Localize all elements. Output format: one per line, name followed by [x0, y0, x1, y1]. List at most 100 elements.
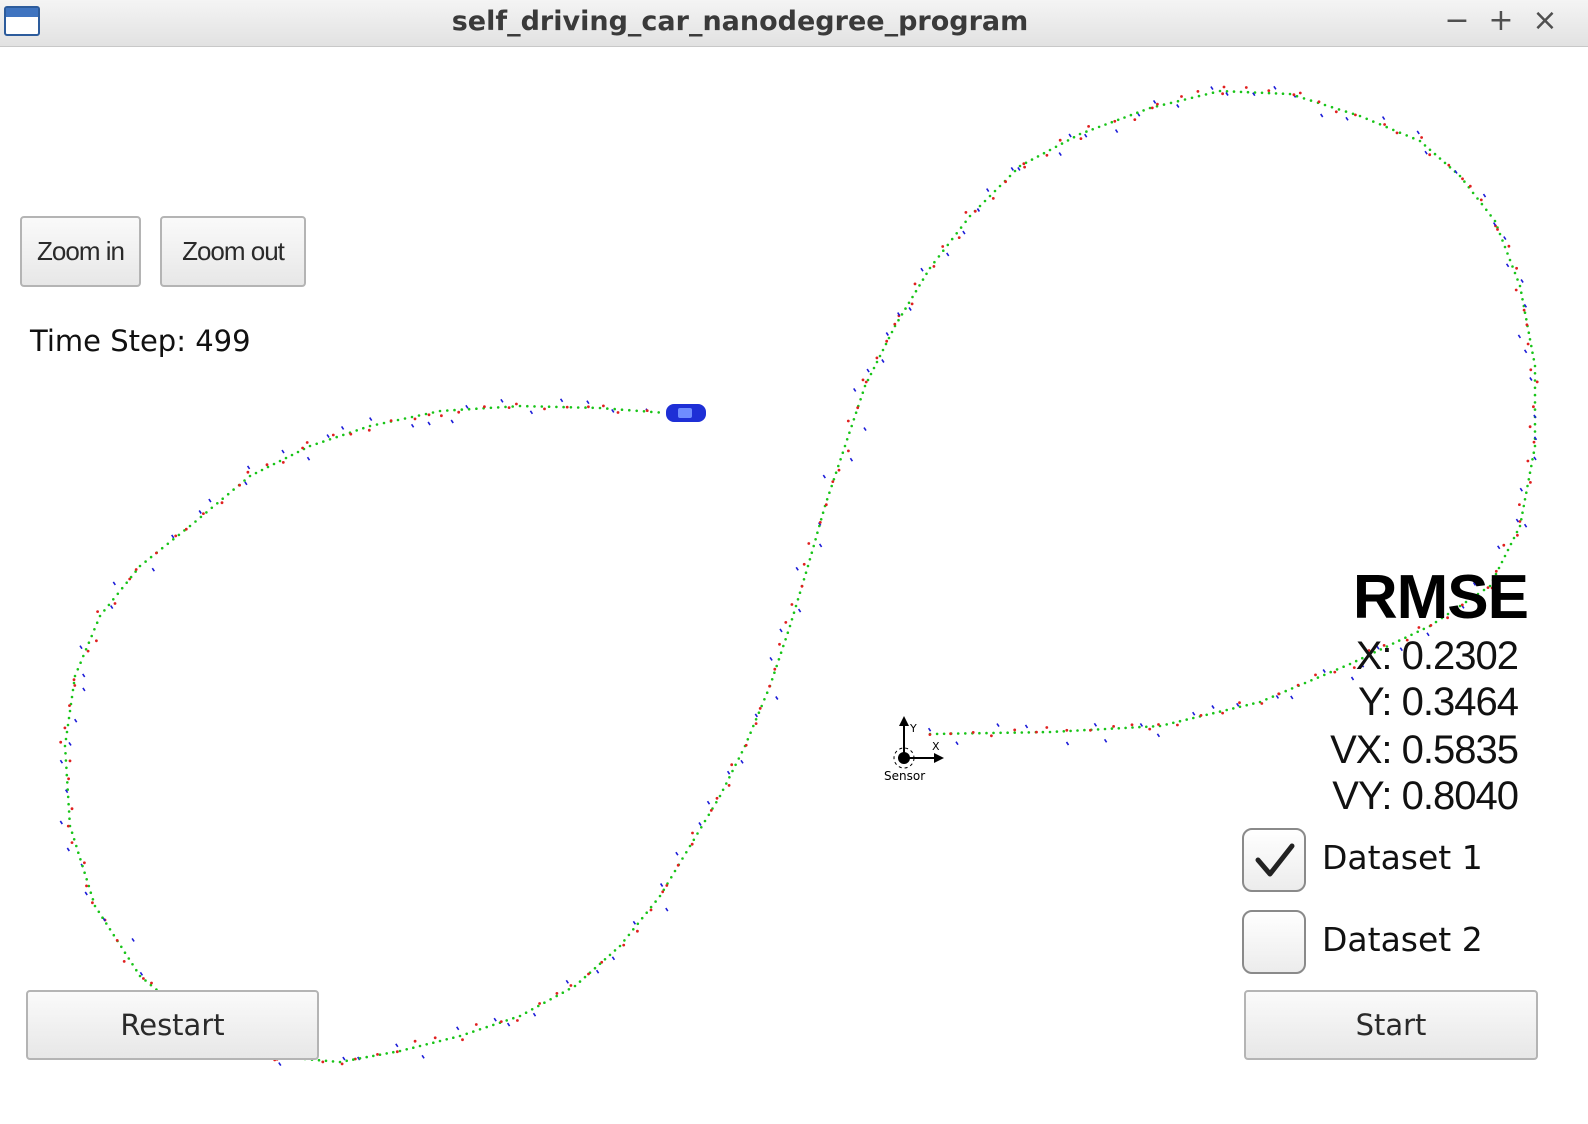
dataset-2-checkbox[interactable]: [1242, 910, 1306, 974]
estimate-marker: [670, 876, 673, 879]
lidar-marker: [1532, 405, 1535, 409]
estimate-marker: [636, 922, 640, 926]
simulation-canvas[interactable]: Y X Sensor: [0, 46, 1588, 1124]
car-icon[interactable]: [666, 404, 706, 422]
radar-marker: [1523, 349, 1528, 354]
estimate-marker: [1491, 578, 1495, 582]
estimate-marker: [1527, 331, 1531, 335]
estimate-marker: [221, 497, 224, 501]
estimate-marker: [1416, 630, 1419, 634]
estimate-marker: [1192, 716, 1195, 720]
estimate-marker: [1500, 560, 1504, 564]
radar-marker: [853, 387, 857, 392]
lidar-marker: [1196, 90, 1200, 93]
estimate-marker: [1103, 727, 1107, 731]
estimate-marker: [107, 603, 111, 607]
radar-marker: [1426, 632, 1430, 637]
dataset-1-checkbox[interactable]: [1242, 828, 1306, 892]
estimate-marker: [278, 459, 282, 463]
radar-marker: [881, 359, 885, 363]
restart-button[interactable]: Restart: [26, 990, 319, 1060]
radar-marker: [1320, 113, 1324, 118]
estimate-marker: [108, 928, 112, 931]
minimize-icon[interactable]: −: [1444, 3, 1470, 38]
lidar-marker: [928, 733, 932, 736]
estimate-marker: [1123, 116, 1126, 119]
lidar-marker: [1522, 308, 1526, 312]
lidar-marker: [818, 521, 822, 524]
estimate-marker: [1136, 111, 1139, 114]
lidar-marker: [727, 784, 731, 787]
zoom-in-button[interactable]: Zoom in: [20, 216, 141, 287]
lidar-marker: [1087, 125, 1090, 128]
estimate-marker: [127, 957, 131, 960]
estimate-marker: [549, 998, 552, 1001]
estimate-marker: [555, 994, 558, 998]
estimate-marker: [478, 1028, 482, 1031]
estimate-marker: [1344, 110, 1348, 113]
lidar-marker: [340, 1062, 344, 1066]
lidar-marker: [68, 759, 72, 763]
estimate-marker: [1218, 710, 1222, 713]
lidar-marker: [281, 461, 285, 464]
lidar-marker: [474, 1023, 478, 1026]
estimate-marker: [1365, 117, 1368, 121]
dataset-2-label[interactable]: Dataset 2: [1322, 920, 1483, 959]
maximize-icon[interactable]: +: [1488, 3, 1514, 38]
estimate-marker: [850, 424, 853, 428]
window-icon[interactable]: [4, 6, 40, 36]
estimate-marker: [160, 546, 164, 550]
estimate-marker: [578, 980, 582, 983]
estimate-marker: [1533, 393, 1537, 397]
close-icon[interactable]: ×: [1532, 3, 1558, 38]
estimate-marker: [65, 766, 68, 770]
estimate-marker: [1533, 408, 1537, 411]
estimate-marker: [1020, 731, 1024, 734]
estimate-marker: [1284, 689, 1287, 693]
lidar-marker: [622, 943, 626, 947]
radar-marker: [506, 1022, 511, 1027]
estimate-marker: [1078, 132, 1082, 136]
estimate-marker: [1258, 700, 1262, 704]
sensor-label: Sensor: [884, 769, 925, 783]
estimate-marker: [1397, 639, 1401, 642]
estimate-marker: [978, 204, 982, 208]
estimate-marker: [955, 232, 958, 235]
estimate-marker: [446, 409, 449, 412]
estimate-marker: [71, 688, 75, 692]
radar-marker: [863, 427, 867, 432]
radar-marker: [706, 800, 711, 805]
dataset-1-label[interactable]: Dataset 1: [1322, 838, 1483, 877]
estimate-marker: [188, 524, 192, 528]
lidar-marker: [990, 734, 993, 738]
estimate-marker: [1110, 727, 1114, 730]
radar-marker: [1454, 169, 1458, 174]
lidar-marker: [538, 1002, 541, 1005]
radar-marker: [586, 400, 590, 405]
lidar-marker: [778, 642, 781, 646]
zoom-out-button[interactable]: Zoom out: [160, 216, 306, 287]
estimate-marker: [1440, 616, 1444, 620]
estimate-marker: [315, 442, 319, 446]
lidar-marker: [1494, 569, 1498, 573]
estimate-marker: [1110, 120, 1114, 124]
estimate-marker: [921, 278, 925, 281]
lidar-marker: [1334, 110, 1338, 114]
start-button[interactable]: Start: [1244, 990, 1538, 1060]
estimate-marker: [355, 429, 359, 432]
lidar-marker: [1004, 180, 1007, 184]
estimate-marker: [103, 609, 106, 612]
estimate-marker: [618, 944, 622, 948]
estimate-marker: [1423, 144, 1427, 147]
radar-marker: [79, 645, 83, 650]
lidar-marker: [1532, 440, 1536, 444]
estimate-marker: [1497, 566, 1501, 570]
estimate-marker: [784, 638, 787, 641]
lidar-marker: [1405, 638, 1409, 642]
lidar-marker: [773, 667, 777, 671]
lidar-marker: [128, 577, 132, 581]
estimate-marker: [782, 644, 785, 648]
estimate-marker: [1024, 161, 1028, 165]
radar-marker: [955, 741, 959, 746]
estimate-marker: [1172, 721, 1175, 725]
